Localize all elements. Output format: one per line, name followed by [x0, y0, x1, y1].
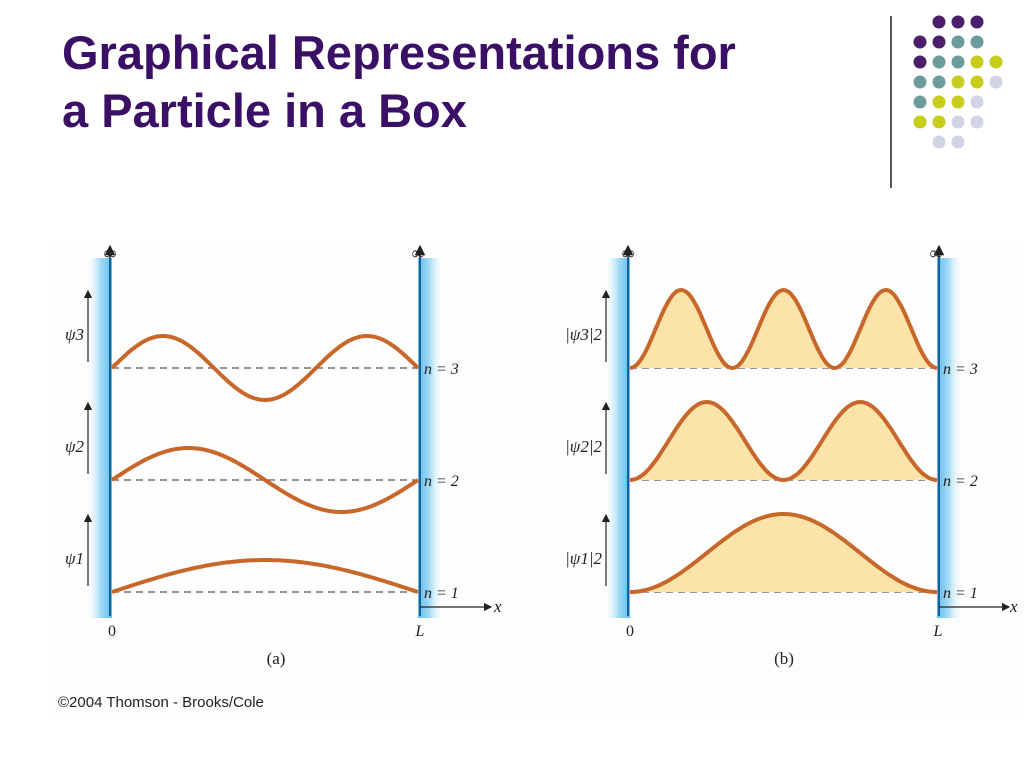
right-infinity-label: ∞ — [930, 243, 943, 263]
decor-dot — [951, 115, 965, 129]
level-label-n2: n = 2 — [424, 473, 459, 490]
decor-dot — [932, 15, 946, 29]
wavefunction-label-n2: ψ2 — [65, 437, 85, 456]
slide-title: Graphical Representations for a Particle… — [62, 24, 862, 140]
decor-dot — [913, 115, 927, 129]
wavefunction-curve-n2 — [110, 446, 420, 514]
probability-curve-n2 — [629, 400, 938, 482]
level-label-n3: n = 3 — [943, 361, 978, 378]
decor-dot — [932, 35, 946, 49]
decor-dot — [970, 15, 984, 29]
panel-a-levels: n = 3 ψ3 n = 2 ψ2 n = 1 ψ1 — [65, 289, 459, 602]
particle-in-box-figure: ∞ ∞ x 0 L (a) n = 3 ψ3 n = 2 ψ2 n = 1 ψ1 ∞ ∞ … — [48, 240, 1024, 720]
right-infinity-label: ∞ — [412, 243, 425, 263]
wavefunction-curve-n3 — [110, 334, 420, 402]
wavefunction-curve-n1 — [111, 558, 419, 594]
decor-dot — [970, 115, 984, 129]
decor-dot — [970, 95, 984, 109]
wavefunction-label-n2: |ψ2|2 — [565, 437, 602, 456]
right-wall — [937, 258, 963, 618]
decor-dot — [932, 95, 946, 109]
decor-dot — [913, 35, 927, 49]
left-wall — [86, 258, 112, 618]
wavefunction-label-n3: ψ3 — [65, 325, 84, 344]
probability-fill-n1 — [630, 514, 937, 592]
wavefunction-label-n1: ψ1 — [65, 549, 84, 568]
decor-dot — [970, 55, 984, 69]
panel-b-caption: (b) — [774, 649, 794, 668]
decor-dot — [932, 115, 946, 129]
left-wall — [604, 258, 630, 618]
decor-dot — [989, 55, 1003, 69]
title-divider — [890, 16, 892, 188]
decor-dot — [913, 75, 927, 89]
origin-label: 0 — [108, 623, 116, 640]
probability-fill-n3 — [630, 290, 937, 368]
decor-dot — [951, 135, 965, 149]
copyright-notice: ©2004 Thomson - Brooks/Cole — [58, 694, 264, 711]
decorative-dot-grid — [913, 15, 1003, 149]
level-label-n1: n = 1 — [424, 585, 459, 602]
left-infinity-label: ∞ — [622, 243, 635, 263]
right-wall — [418, 258, 444, 618]
decor-dot — [951, 95, 965, 109]
slide-title-line-2: a Particle in a Box — [62, 84, 467, 137]
wavefunction-label-n1: |ψ1|2 — [565, 549, 602, 568]
decor-dot — [970, 35, 984, 49]
origin-label: 0 — [626, 623, 634, 640]
decor-dot — [951, 35, 965, 49]
x-axis-label: x — [493, 597, 502, 616]
panel-b: ∞ ∞ x 0 L (b) n = 3 |ψ3|2 n = 2 |ψ2|2 n = 1 |… — [565, 243, 1018, 668]
decor-dot — [913, 55, 927, 69]
left-infinity-label: ∞ — [104, 243, 117, 263]
probability-curve-n1 — [629, 512, 938, 594]
decor-dot — [932, 55, 946, 69]
length-label: L — [933, 623, 943, 640]
panel-b-levels: n = 3 |ψ3|2 n = 2 |ψ2|2 n = 1 |ψ1|2 — [565, 288, 978, 602]
level-label-n2: n = 2 — [943, 473, 978, 490]
decor-dot — [989, 75, 1003, 89]
wavefunction-label-n3: |ψ3|2 — [565, 325, 602, 344]
panel-a-caption: (a) — [267, 649, 286, 668]
decor-dot — [951, 55, 965, 69]
decor-dot — [951, 75, 965, 89]
decor-dot — [932, 135, 946, 149]
decor-dot — [913, 95, 927, 109]
slide-title-line-1: Graphical Representations for — [62, 26, 736, 79]
decor-dot — [970, 75, 984, 89]
decor-dot — [932, 75, 946, 89]
panel-a: ∞ ∞ x 0 L (a) n = 3 ψ3 n = 2 ψ2 n = 1 ψ1 — [65, 243, 502, 668]
level-label-n3: n = 3 — [424, 361, 459, 378]
x-axis-label: x — [1009, 597, 1018, 616]
level-label-n1: n = 1 — [943, 585, 978, 602]
probability-fill-n2 — [630, 402, 937, 480]
probability-curve-n3 — [629, 288, 938, 370]
decor-dot — [951, 15, 965, 29]
length-label: L — [415, 623, 425, 640]
